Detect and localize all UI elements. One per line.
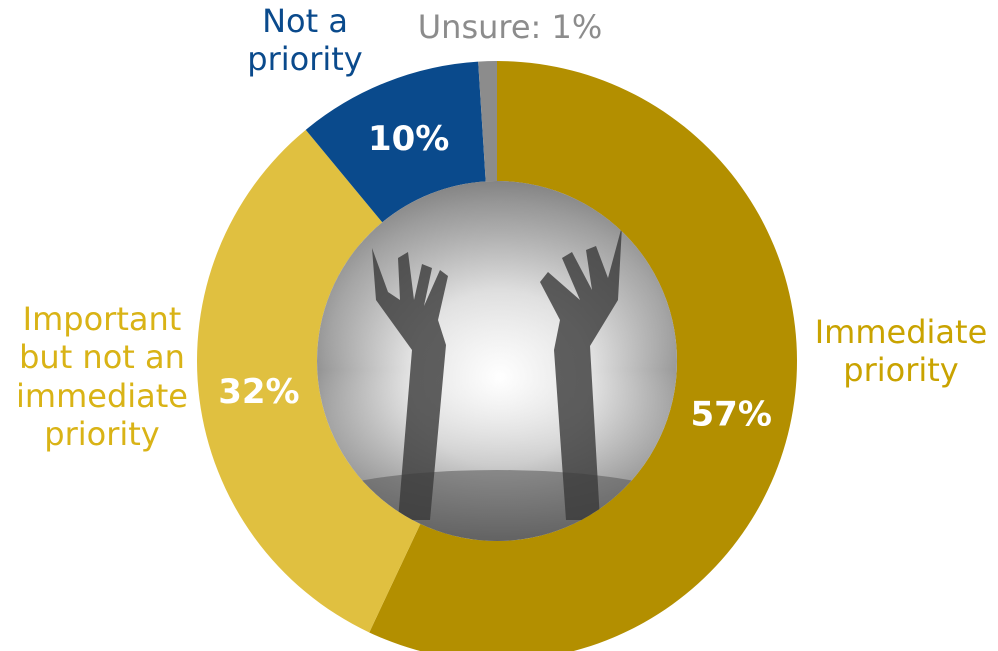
label-unsure: Unsure: 1%: [417, 8, 603, 46]
slice-important-but-not-an-immediate-priority: [197, 129, 421, 633]
slice-immediate-priority: [369, 61, 797, 651]
slice-unsure: [478, 61, 497, 182]
left-hand: [372, 248, 448, 520]
slice-not-a-priority: [305, 61, 486, 223]
label-immediate-priority: Immediate priority: [814, 313, 988, 390]
right-hand: [540, 226, 622, 520]
slice-value-labels: 57% 32% 10%: [218, 119, 772, 435]
value-label-important-but-not-an-immediate-priority: 32%: [218, 372, 299, 412]
label-not-a-priority: Not a priority: [247, 2, 363, 79]
donut-slices: [197, 61, 797, 651]
value-label-immediate-priority: 57%: [691, 394, 772, 434]
value-label-not-a-priority: 10%: [368, 119, 449, 159]
label-important-not-immediate: Important but not an immediate priority: [16, 300, 188, 454]
